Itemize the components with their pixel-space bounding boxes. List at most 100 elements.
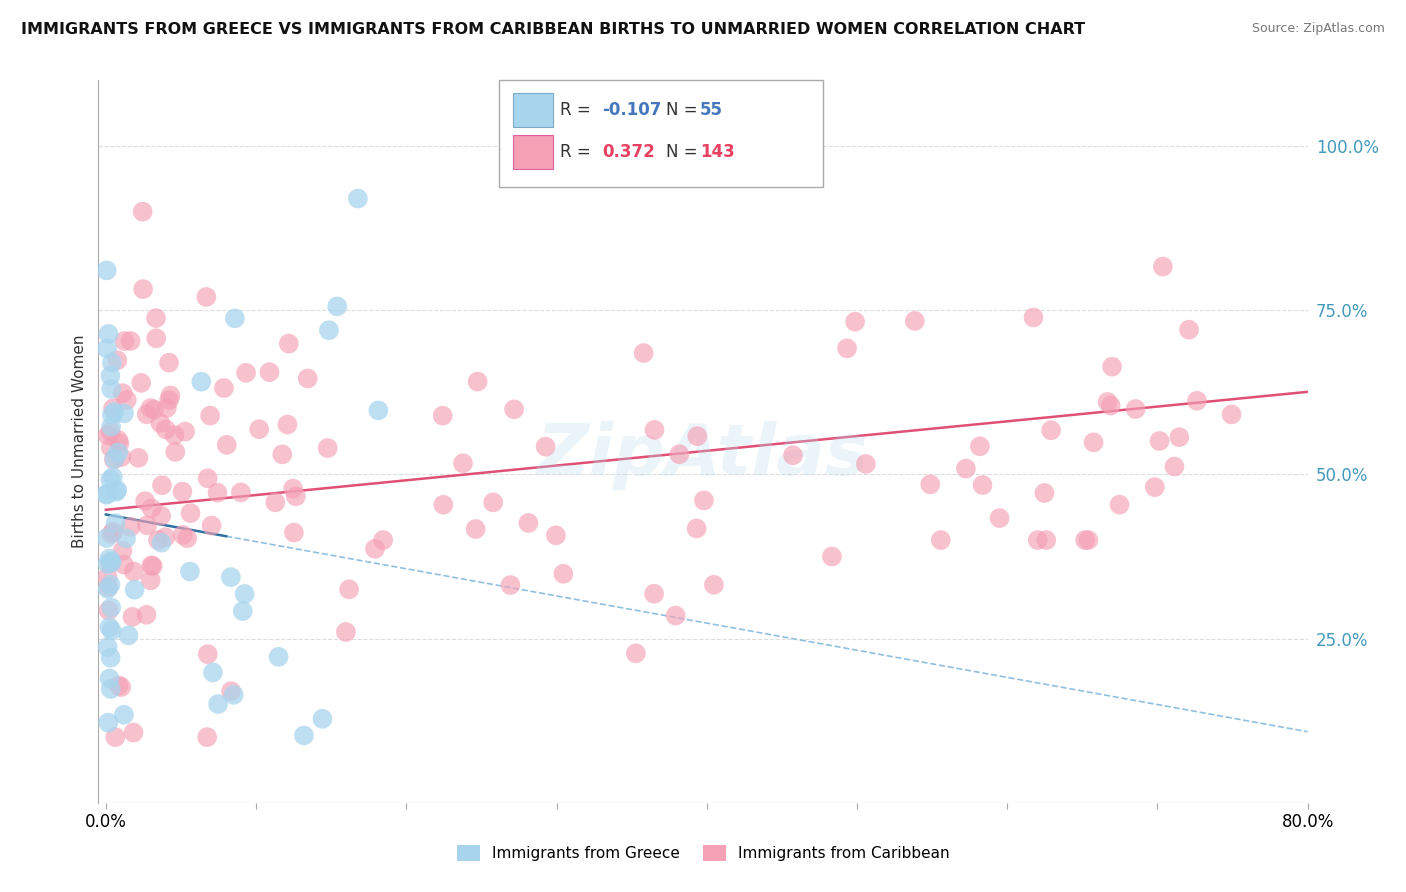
Point <box>100 441 122 455</box>
Point <box>101 401 124 416</box>
Point <box>157 356 180 370</box>
Point <box>1033 486 1056 500</box>
Point <box>643 587 665 601</box>
Point <box>195 730 218 744</box>
Point <box>103 451 125 466</box>
Point <box>904 314 927 328</box>
Text: N =: N = <box>666 143 703 161</box>
Point <box>844 315 866 329</box>
Point <box>135 407 157 421</box>
Point <box>464 522 486 536</box>
Text: ZipAtlas: ZipAtlas <box>537 422 869 491</box>
Text: IMMIGRANTS FROM GREECE VS IMMIGRANTS FROM CARIBBEAN BIRTHS TO UNMARRIED WOMEN CO: IMMIGRANTS FROM GREECE VS IMMIGRANTS FRO… <box>21 22 1085 37</box>
Point <box>111 543 134 558</box>
Point <box>373 533 395 547</box>
Point <box>855 457 877 471</box>
Point <box>111 386 134 401</box>
Point <box>155 422 177 436</box>
Point <box>172 484 194 499</box>
Point <box>1149 434 1171 448</box>
Point <box>482 495 505 509</box>
Point <box>347 192 370 206</box>
Point <box>219 684 242 698</box>
Point <box>232 604 254 618</box>
Point <box>201 665 224 680</box>
Point <box>1220 408 1243 422</box>
Point <box>207 697 229 711</box>
Point <box>1022 310 1045 325</box>
Point <box>100 425 122 439</box>
Point <box>132 282 155 296</box>
Point <box>112 707 135 722</box>
Point <box>150 535 173 549</box>
Point <box>143 402 166 417</box>
Point <box>114 334 136 348</box>
Text: 55: 55 <box>700 101 723 119</box>
Point <box>142 559 165 574</box>
Point <box>97 603 120 617</box>
Point <box>1108 498 1130 512</box>
Point <box>277 336 299 351</box>
Point <box>105 484 128 499</box>
Point <box>200 518 222 533</box>
Text: 143: 143 <box>700 143 735 161</box>
Point <box>1026 533 1049 547</box>
Point <box>139 401 162 415</box>
Point <box>1040 423 1063 437</box>
Point <box>146 533 169 547</box>
Point <box>969 439 991 453</box>
Point <box>197 471 219 485</box>
Point <box>110 680 132 694</box>
Point <box>1074 533 1097 547</box>
Point <box>157 393 180 408</box>
Point <box>195 290 218 304</box>
Point <box>101 408 124 422</box>
Point <box>1097 395 1119 409</box>
Point <box>364 541 387 556</box>
Point <box>267 649 290 664</box>
Point <box>107 678 129 692</box>
Point <box>1143 480 1166 494</box>
Point <box>97 640 120 654</box>
Point <box>1099 399 1122 413</box>
Point <box>129 376 152 390</box>
Point <box>988 511 1011 525</box>
Point <box>955 461 977 475</box>
Point <box>222 688 245 702</box>
Point <box>100 419 122 434</box>
Point <box>165 445 187 459</box>
Point <box>235 366 257 380</box>
Point <box>97 326 120 341</box>
Point <box>96 531 118 545</box>
Point <box>135 607 157 622</box>
Point <box>101 524 124 539</box>
Point <box>96 342 118 356</box>
Point <box>108 436 131 450</box>
Point <box>693 493 716 508</box>
Point <box>292 729 315 743</box>
Point <box>1125 402 1147 417</box>
Point <box>122 725 145 739</box>
Point <box>117 628 139 642</box>
Point <box>534 440 557 454</box>
Point <box>121 610 143 624</box>
Point <box>643 423 665 437</box>
Point <box>190 375 212 389</box>
Point <box>100 624 122 638</box>
Point <box>100 555 122 569</box>
Point <box>432 409 454 423</box>
Point <box>1178 323 1201 337</box>
Point <box>326 299 349 313</box>
Point <box>150 508 173 523</box>
Point <box>517 516 540 530</box>
Point <box>174 425 197 439</box>
Point <box>920 477 942 491</box>
Text: N =: N = <box>666 101 703 119</box>
Point <box>821 549 844 564</box>
Point <box>100 527 122 541</box>
Point <box>233 587 256 601</box>
Point <box>499 578 522 592</box>
Point <box>685 521 707 535</box>
Point <box>104 730 127 744</box>
Point <box>1101 359 1123 374</box>
